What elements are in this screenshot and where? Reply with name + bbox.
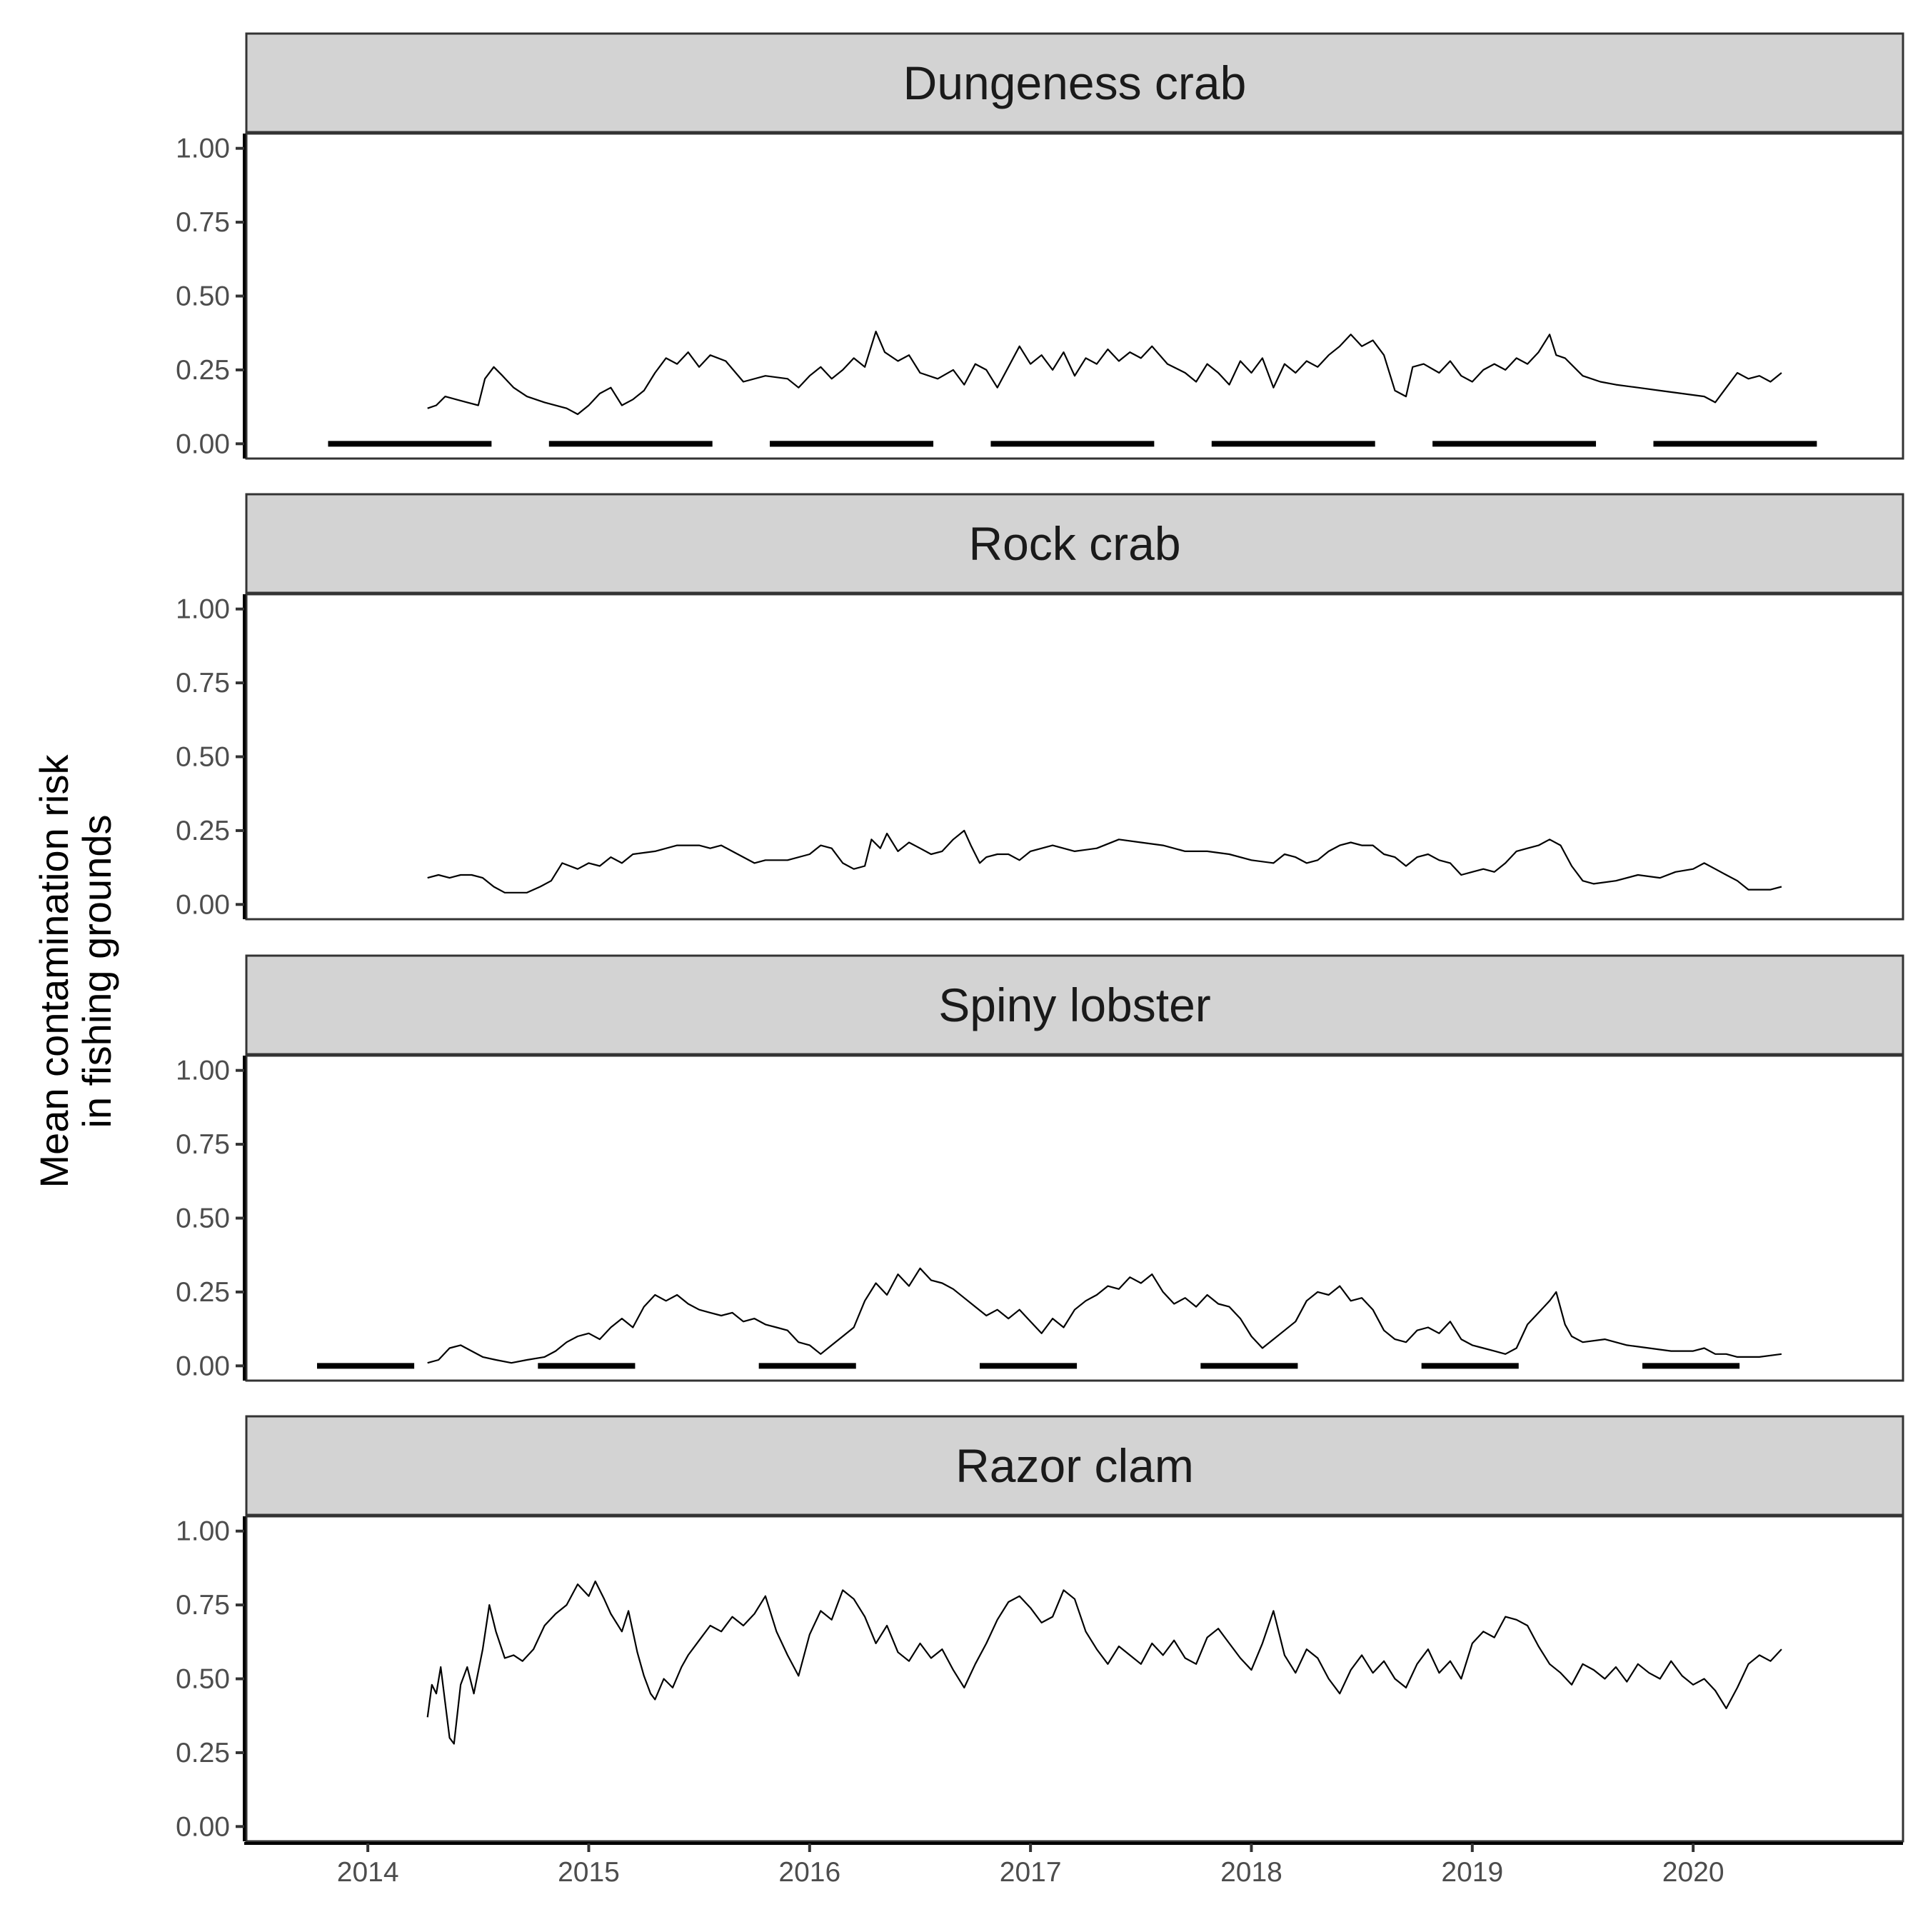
panel-title: Rock crab (968, 517, 1180, 570)
panel-strip (245, 493, 1904, 594)
panel-title: Spiny lobster (938, 978, 1211, 1031)
y-tick-label: 1.00 (176, 1056, 230, 1086)
series-line (427, 331, 1782, 416)
y-tick-label: 0.00 (176, 1811, 230, 1842)
y-tick-label: 0.25 (176, 355, 230, 386)
y-tick-label: 0.00 (176, 889, 230, 920)
y-tick-label: 1.00 (176, 1516, 230, 1547)
y-tick-label: 0.50 (176, 1203, 230, 1234)
y-axis-title-line: in fishing grounds (74, 815, 119, 1128)
y-tick-label: 0.25 (176, 1738, 230, 1768)
y-tick-label: 0.75 (176, 207, 230, 238)
panel-0: Dungeness crab 0.00 0.25 0.50 0.75 1.00 (176, 32, 1904, 460)
y-tick-label: 1.00 (176, 134, 230, 164)
y-tick-label: 0.25 (176, 816, 230, 846)
y-tick-label: 0.75 (176, 668, 230, 699)
panel-border (245, 132, 1904, 460)
x-tick-label: 2019 (1441, 1857, 1503, 1888)
x-tick-label: 2018 (1220, 1857, 1282, 1888)
y-axis-title: Mean contamination riskin fishing ground… (31, 754, 119, 1188)
panel-2: Spiny lobster 0.00 0.25 0.50 0.75 1.00 (176, 954, 1904, 1382)
y-tick-label: 0.75 (176, 1129, 230, 1160)
y-tick-label: 0.50 (176, 281, 230, 312)
y-tick-label: 0.50 (176, 1664, 230, 1695)
panel-title: Razor clam (955, 1439, 1194, 1492)
panel-1: Rock crab 0.00 0.25 0.50 0.75 1.00 (176, 493, 1904, 921)
x-tick-label: 2015 (558, 1857, 620, 1888)
y-tick-label: 0.00 (176, 429, 230, 459)
panel-border (245, 1515, 1904, 1843)
series-line (427, 1267, 1782, 1364)
y-tick-label: 1.00 (176, 594, 230, 625)
panel-strip (245, 1415, 1904, 1516)
y-tick-label: 0.75 (176, 1590, 230, 1621)
y-tick-label: 0.00 (176, 1351, 230, 1381)
series-line (426, 1580, 1782, 1745)
y-tick-label: 0.50 (176, 742, 230, 773)
panel-3: Razor clam 0.00 0.25 0.50 0.75 1.00 2014 2015 20… (176, 1415, 1904, 1888)
panel-border (245, 593, 1904, 921)
panel-strip (245, 32, 1904, 134)
series-line (427, 829, 1782, 894)
y-axis-title-line: Mean contamination risk (31, 754, 76, 1188)
y-tick-label: 0.25 (176, 1277, 230, 1308)
x-tick-label: 2016 (778, 1857, 840, 1888)
x-tick-label: 2014 (337, 1857, 399, 1888)
x-tick-label: 2017 (1000, 1857, 1062, 1888)
panel-strip (245, 954, 1904, 1056)
panel-border (245, 1054, 1904, 1382)
x-tick-label: 2020 (1662, 1857, 1724, 1888)
panel-title: Dungeness crab (903, 56, 1247, 109)
